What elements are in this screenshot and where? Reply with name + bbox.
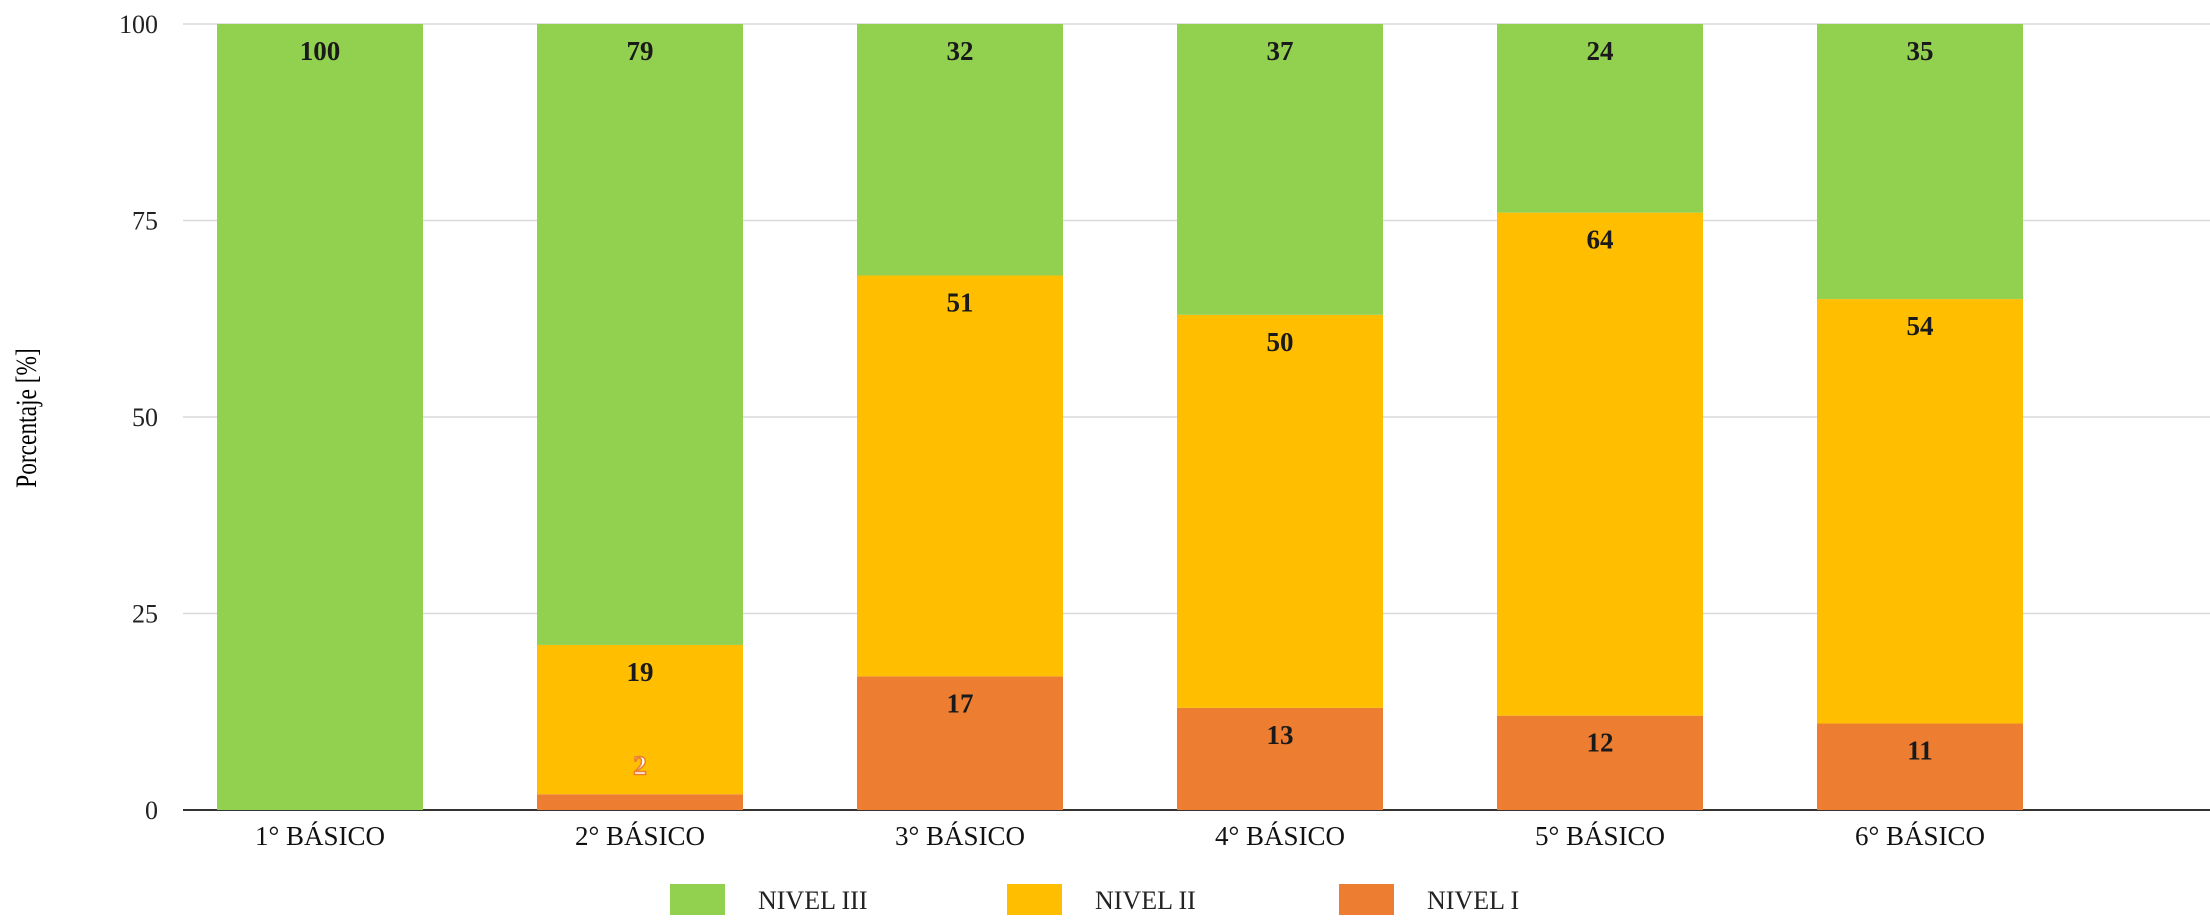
x-tick-label: 2° BÁSICO [575, 821, 705, 851]
y-axis-label: Porcentaje [%] [9, 348, 42, 488]
bar-segment-nivel-iii [1177, 24, 1383, 315]
bar-segment-nivel-iii [537, 24, 743, 645]
y-tick-label: 25 [132, 600, 158, 629]
data-label: 17 [947, 688, 974, 718]
bar-segment-nivel-iii [1497, 24, 1703, 213]
data-label: 12 [1587, 728, 1614, 758]
legend-swatch-nivel-iii [670, 884, 725, 915]
data-label: 13 [1267, 720, 1294, 750]
data-label: 35 [1907, 36, 1934, 66]
bar-segment-nivel-ii [857, 275, 1063, 677]
bar-segment-nivel-i [1817, 723, 2023, 810]
bar-segment-nivel-i [1177, 707, 1383, 810]
legend-label: NIVEL I [1427, 886, 1519, 915]
data-label: 50 [1267, 327, 1294, 357]
y-tick-label: 0 [145, 796, 158, 825]
bar-segment-nivel-iii [217, 24, 423, 810]
legend: NIVEL III NIVEL II NIVEL I [670, 884, 1519, 915]
x-tick-label: 5° BÁSICO [1535, 821, 1665, 851]
bars [217, 24, 2023, 810]
y-tick-labels: 0 25 50 75 100 [119, 10, 158, 825]
legend-label: NIVEL II [1095, 886, 1196, 915]
x-tick-label: 3° BÁSICO [895, 821, 1025, 851]
x-tick-label: 1° BÁSICO [255, 821, 385, 851]
data-label: 11 [1907, 736, 1933, 766]
bar-segment-nivel-ii [1497, 212, 1703, 716]
bar-segment-nivel-i [537, 794, 743, 810]
bar-segment-nivel-i [857, 676, 1063, 810]
data-label: 51 [947, 288, 974, 318]
data-label: 19 [627, 657, 654, 687]
bar-segment-nivel-iii [857, 24, 1063, 276]
legend-swatch-nivel-i [1339, 884, 1394, 915]
y-tick-label: 100 [119, 10, 158, 39]
x-tick-label: 6° BÁSICO [1855, 821, 1985, 851]
data-label: 2 [633, 750, 647, 780]
data-label: 24 [1587, 36, 1614, 66]
x-tick-labels: 1° BÁSICO 2° BÁSICO 3° BÁSICO 4° BÁSICO 5° B… [255, 821, 1985, 851]
data-labels: 100 2 19 79 17 51 32 13 50 37 12 64 24 11 54 35 [300, 36, 1934, 781]
data-label: 32 [947, 36, 974, 66]
bar-segment-nivel-ii [1177, 314, 1383, 708]
y-tick-label: 75 [132, 207, 158, 236]
data-label: 37 [1267, 36, 1294, 66]
data-label: 54 [1907, 311, 1934, 341]
bar-segment-nivel-iii [1817, 24, 2023, 300]
bar-segment-nivel-i [1497, 715, 1703, 810]
y-tick-label: 50 [132, 403, 158, 432]
data-label: 64 [1587, 225, 1614, 255]
data-label: 100 [300, 36, 341, 66]
legend-swatch-nivel-ii [1007, 884, 1062, 915]
data-label: 79 [627, 36, 654, 66]
bar-segment-nivel-ii [1817, 299, 2023, 724]
bar-segment-nivel-ii [537, 644, 743, 795]
x-tick-label: 4° BÁSICO [1215, 821, 1345, 851]
legend-label: NIVEL III [758, 886, 867, 915]
